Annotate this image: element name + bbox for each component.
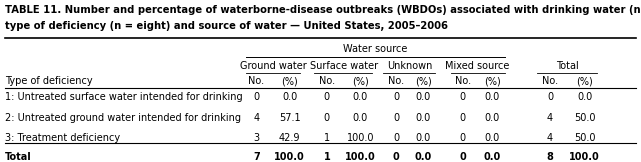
Text: (%): (%) [576,76,593,86]
Text: 0: 0 [324,113,330,123]
Text: 8: 8 [547,152,553,162]
Text: 50.0: 50.0 [574,113,595,123]
Text: 0.0: 0.0 [415,92,431,102]
Text: 0: 0 [393,92,399,102]
Text: No.: No. [319,76,335,86]
Text: 100.0: 100.0 [345,152,376,162]
Text: 4: 4 [253,113,260,123]
Text: Total: Total [556,61,579,71]
Text: No.: No. [248,76,265,86]
Text: 0.0: 0.0 [485,113,500,123]
Text: (%): (%) [281,76,298,86]
Text: 42.9: 42.9 [279,133,301,143]
Text: Water source: Water source [343,44,408,54]
Text: (%): (%) [352,76,369,86]
Text: 0.0: 0.0 [415,133,431,143]
Text: 100.0: 100.0 [347,133,374,143]
Text: 0: 0 [460,113,466,123]
Text: 50.0: 50.0 [574,133,595,143]
Text: 1: 1 [324,133,330,143]
Text: 1: 1 [324,152,330,162]
Text: (%): (%) [415,76,431,86]
Text: Ground water: Ground water [240,61,306,71]
Text: 0: 0 [547,92,553,102]
Text: 0.0: 0.0 [485,133,500,143]
Text: 0.0: 0.0 [485,92,500,102]
Text: No.: No. [454,76,471,86]
Text: 100.0: 100.0 [569,152,600,162]
Text: 0: 0 [460,152,466,162]
Text: 0: 0 [324,92,330,102]
Text: 7: 7 [253,152,260,162]
Text: type of deficiency (n = eight) and source of water — United States, 2005–2006: type of deficiency (n = eight) and sourc… [5,21,448,31]
Text: No.: No. [542,76,558,86]
Text: 0: 0 [393,152,399,162]
Text: 3: Treatment deficiency: 3: Treatment deficiency [5,133,121,143]
Text: 0.0: 0.0 [577,92,592,102]
Text: 0: 0 [393,113,399,123]
Text: 0.0: 0.0 [415,152,431,162]
Text: 3: 3 [253,133,260,143]
Text: 0.0: 0.0 [282,92,297,102]
Text: 4: 4 [547,133,553,143]
Text: 0: 0 [460,133,466,143]
Text: 4: 4 [547,113,553,123]
Text: Unknown: Unknown [387,61,432,71]
Text: TABLE 11. Number and percentage of waterborne-disease outbreaks (WBDOs) associat: TABLE 11. Number and percentage of water… [5,5,641,15]
Text: Surface water: Surface water [310,61,378,71]
Text: 0.0: 0.0 [353,92,368,102]
Text: 0.0: 0.0 [415,113,431,123]
Text: 0.0: 0.0 [484,152,501,162]
Text: 2: Untreated ground water intended for drinking: 2: Untreated ground water intended for d… [5,113,241,123]
Text: Mixed source: Mixed source [445,61,510,71]
Text: (%): (%) [484,76,501,86]
Text: Type of deficiency: Type of deficiency [5,76,93,86]
Text: 0: 0 [393,133,399,143]
Text: 100.0: 100.0 [274,152,305,162]
Text: Total: Total [5,152,32,162]
Text: 0.0: 0.0 [353,113,368,123]
Text: 0: 0 [460,92,466,102]
Text: 1: Untreated surface water intended for drinking: 1: Untreated surface water intended for … [5,92,243,102]
Text: No.: No. [388,76,404,86]
Text: 57.1: 57.1 [279,113,301,123]
Text: 0: 0 [253,92,260,102]
